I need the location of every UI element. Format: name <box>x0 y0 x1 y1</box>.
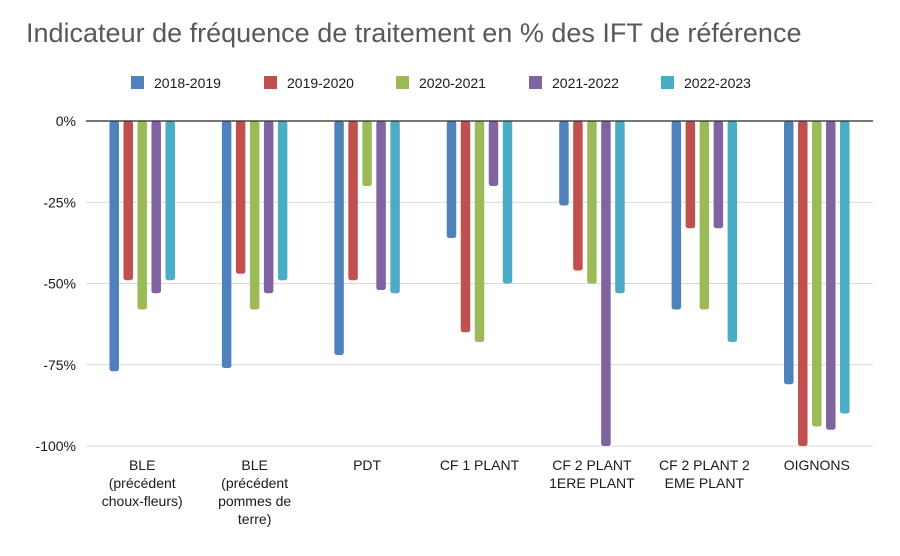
bar <box>123 121 133 281</box>
bar <box>798 121 808 446</box>
x-category-label-line: (précédent <box>221 475 288 491</box>
x-axis-category-labels: BLE (précédent choux-fleurs) BLE (précédent p… <box>102 457 850 527</box>
legend-label: 2018-2019 <box>154 75 221 91</box>
bar <box>376 121 386 290</box>
legend-label: 2021-2022 <box>552 75 619 91</box>
legend-label: 2022-2023 <box>684 75 751 91</box>
x-category-label-line: BLE <box>129 457 155 473</box>
bar <box>488 121 499 186</box>
legend: 2018-2019 2019-2020 2020-2021 2021-2022 2022… <box>131 75 751 91</box>
bar <box>699 121 710 310</box>
y-tick-label: -50% <box>43 276 76 292</box>
y-tick-label: -100% <box>36 438 76 454</box>
bar <box>348 121 358 281</box>
chart-title: Indicateur de fréquence de traitement en… <box>26 18 802 48</box>
x-category-label-line: CF 1 PLANT <box>440 457 520 473</box>
bar <box>151 121 161 294</box>
bar <box>713 121 724 229</box>
bar <box>812 121 822 427</box>
y-axis-tick-labels: 0% -25% -50% -75% -100% <box>36 113 76 454</box>
x-category-label: BLE (précédent choux-fleurs) <box>102 457 183 509</box>
y-tick-label: 0% <box>56 113 76 129</box>
bar <box>277 121 288 281</box>
bar <box>685 121 696 229</box>
legend-label: 2020-2021 <box>419 75 486 91</box>
bar <box>249 121 260 310</box>
x-category-label: OIGNONS <box>784 457 850 473</box>
x-category-label-line: CF 2 PLANT <box>552 457 632 473</box>
legend-swatch <box>529 76 542 89</box>
x-category-label-line: (précédent <box>109 475 176 491</box>
bar <box>587 121 597 284</box>
x-category-label-line: PDT <box>353 457 381 473</box>
bar <box>615 121 625 294</box>
x-category-label-line: BLE <box>241 457 267 473</box>
bar <box>502 121 513 284</box>
legend-swatch <box>396 76 409 89</box>
bar <box>573 121 583 271</box>
bar <box>826 121 836 430</box>
bar <box>840 121 850 414</box>
x-category-label-line: 1ERE PLANT <box>549 475 635 491</box>
bar <box>601 121 611 446</box>
x-category-label-line: choux-fleurs) <box>102 493 183 509</box>
bar <box>221 121 232 368</box>
bar <box>559 121 569 206</box>
bar <box>165 121 175 281</box>
legend-swatch <box>131 76 144 89</box>
bar <box>460 121 471 333</box>
bar <box>235 121 246 274</box>
legend-swatch <box>264 76 277 89</box>
bar <box>334 121 344 355</box>
x-category-label: PDT <box>353 457 381 473</box>
x-category-label: CF 2 PLANT 1ERE PLANT <box>549 457 635 491</box>
bar <box>263 121 274 294</box>
y-tick-label: -75% <box>43 357 76 373</box>
x-category-label-line: terre) <box>238 511 271 527</box>
x-category-label-line: OIGNONS <box>784 457 850 473</box>
x-category-label-line: CF 2 PLANT 2 <box>659 457 750 473</box>
bar <box>474 121 485 342</box>
x-category-label: BLE (précédent pommes de terre) <box>218 457 291 527</box>
bar <box>137 121 147 310</box>
bar <box>727 121 738 342</box>
x-category-label-line: EME PLANT <box>665 475 745 491</box>
x-category-label: CF 2 PLANT 2 EME PLANT <box>659 457 750 491</box>
x-category-label: CF 1 PLANT <box>440 457 520 473</box>
bar <box>784 121 794 385</box>
y-tick-label: -25% <box>43 194 76 210</box>
bar <box>671 121 682 310</box>
bar <box>390 121 400 294</box>
bars <box>109 121 850 446</box>
bar <box>362 121 372 186</box>
legend-swatch <box>661 76 674 89</box>
x-category-label-line: pommes de <box>218 493 291 509</box>
legend-label: 2019-2020 <box>287 75 354 91</box>
bar <box>109 121 119 372</box>
bar <box>446 121 457 238</box>
